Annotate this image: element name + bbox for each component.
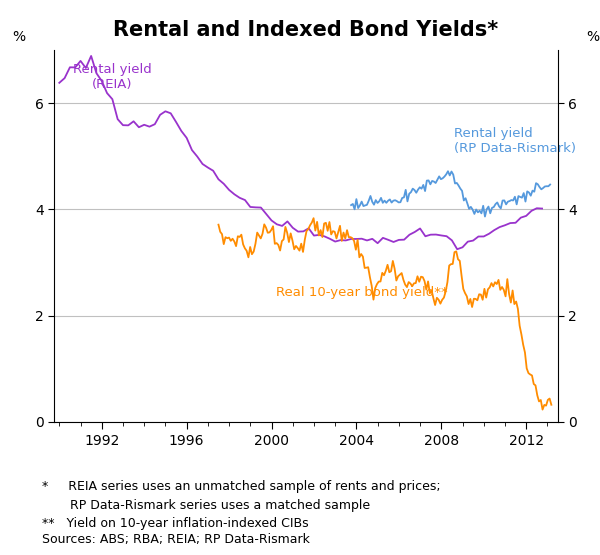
Text: Sources: ABS; RBA; REIA; RP Data-Rismark: Sources: ABS; RBA; REIA; RP Data-Rismark xyxy=(42,533,310,546)
Text: Rental yield
(REIA): Rental yield (REIA) xyxy=(73,63,152,91)
Text: RP Data-Rismark series uses a matched sample: RP Data-Rismark series uses a matched sa… xyxy=(42,500,370,512)
Text: **   Yield on 10-year inflation-indexed CIBs: ** Yield on 10-year inflation-indexed CI… xyxy=(42,517,308,530)
Title: Rental and Indexed Bond Yields*: Rental and Indexed Bond Yields* xyxy=(113,20,499,40)
Text: *     REIA series uses an unmatched sample of rents and prices;: * REIA series uses an unmatched sample o… xyxy=(42,480,440,493)
Text: Rental yield
(RP Data-Rismark): Rental yield (RP Data-Rismark) xyxy=(454,127,576,155)
Text: %: % xyxy=(587,31,600,44)
Text: %: % xyxy=(12,31,25,44)
Text: Real 10-year bond yield**: Real 10-year bond yield** xyxy=(276,286,448,299)
